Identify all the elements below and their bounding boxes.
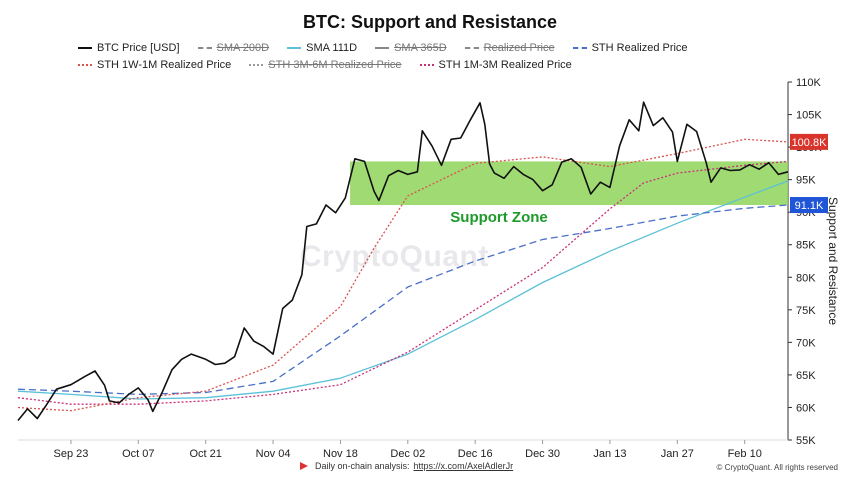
btc-price-line [17,101,789,422]
x-tick-label: Feb 10 [728,448,762,460]
x-tick-label: Sep 23 [54,448,89,460]
footer-link[interactable]: https://x.com/AxelAdlerJr [413,461,514,471]
sth-1w-1m-line [17,138,789,412]
legend-label: SMA 200D [216,41,270,54]
x-tick-label: Jan 27 [661,448,694,460]
value-badge-label: 91.1K [795,200,824,212]
y-tick-label: 65K [796,370,816,382]
legend-swatch [78,46,92,49]
legend-swatch [375,46,390,49]
legend-label: STH 1M-3M Realized Price [438,58,572,71]
legend-label: STH 3M-6M Realized Price [268,58,402,71]
legend-swatch [419,63,434,66]
legend-label: STH Realized Price [591,41,688,54]
y-tick-label: 85K [796,240,816,252]
chart-title: BTC: Support and Resistance [302,12,558,32]
legend-swatch [197,46,212,49]
legend-item[interactable]: BTC Price [USD] [78,40,180,55]
legend-label: BTC Price [USD] [97,41,180,54]
y-tick-label: 105K [796,110,822,122]
footer-prefix: Daily on-chain analysis: [315,461,410,471]
legend-item[interactable]: STH 3M-6M Realized Price [249,57,402,72]
legend-item[interactable]: STH Realized Price [572,40,688,55]
value-badge [790,133,828,150]
legend-item[interactable]: Realized Price [464,40,555,55]
value-badge-label: 100.8K [792,137,828,149]
legend-item[interactable]: SMA 200D [197,40,270,55]
y-tick-label: 110K [796,77,822,89]
x-tick-label: Dec 30 [525,448,560,460]
y-tick-label: 75K [796,305,816,317]
legend-label: SMA 365D [394,41,447,54]
y-tick-label: 60K [796,402,816,414]
legend-item[interactable]: STH 1M-3M Realized Price [419,57,572,72]
y-tick-label: 70K [796,337,816,349]
x-tick-label: Dec 16 [458,448,493,460]
copyright: © CryptoQuant. All rights reserved [716,463,839,472]
legend-item[interactable]: SMA 365D [375,40,447,55]
x-tick-label: Oct 07 [122,448,154,460]
y-axis-title: Support and Resistance [826,197,840,325]
y-tick-label: 55K [796,435,816,447]
legend-swatch [464,46,479,49]
y-tick-label: 80K [796,272,816,284]
legend-item[interactable]: SMA 111D [287,40,357,55]
x-tick-label: Dec 02 [390,448,425,460]
x-tick-label: Jan 13 [593,448,626,460]
support-zone-band [350,161,788,206]
sth-realized-price-line [17,204,789,396]
x-tick-label: Oct 21 [189,448,221,460]
legend-swatch [287,46,302,49]
chart-legend: BTC Price [USD] SMA 200D SMA 111D SMA 365D R… [78,40,818,72]
sma-111d-line [17,180,789,400]
legend-label: SMA 111D [306,41,358,54]
legend-item[interactable]: STH 1W-1M Realized Price [78,57,231,72]
value-badge [790,197,828,214]
legend-label: Realized Price [483,41,555,54]
legend-label: STH 1W-1M Realized Price [97,58,232,71]
legend-swatch [249,63,264,66]
legend-swatch [78,63,92,66]
support-zone-label: Support Zone [450,209,548,226]
x-tick-label: Nov 18 [323,448,358,460]
footer: Daily on-chain analysis: https://x.com/A… [300,461,513,471]
y-tick-label: 95K [796,175,816,187]
play-icon [300,462,308,470]
legend-swatch [572,46,587,49]
x-tick-label: Nov 04 [256,448,291,460]
